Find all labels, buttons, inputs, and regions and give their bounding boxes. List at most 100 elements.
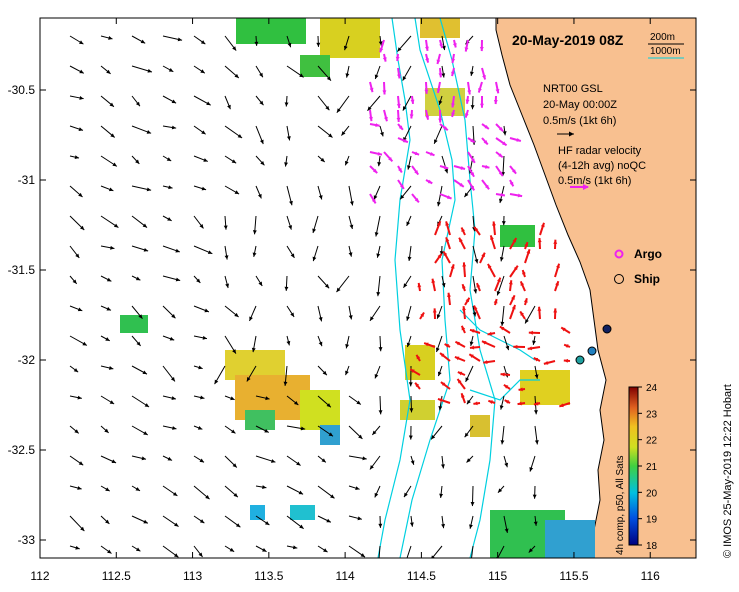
argo-arrow-head — [464, 47, 469, 52]
model-arrow-head — [533, 521, 538, 526]
model-arrow-head — [75, 545, 80, 550]
sst-patch — [500, 225, 535, 247]
model-arrow-head — [469, 71, 474, 76]
model-arrow-head — [196, 278, 201, 283]
y-tick-label: -31 — [18, 173, 36, 187]
model-arrow-head — [108, 366, 114, 370]
model-arrow-head — [436, 314, 441, 319]
argo-arrow-head — [377, 151, 383, 156]
model-arrow-head — [284, 286, 289, 291]
model-arrow-head — [534, 374, 539, 379]
model-arrow-head — [472, 312, 477, 317]
radar-arrow-head — [493, 299, 498, 304]
model-arrow-head — [135, 101, 140, 107]
x-tick-label: 114 — [336, 569, 355, 583]
radar-arrow-head — [457, 371, 463, 376]
argo-arrow-head — [443, 165, 449, 170]
argo-arrow-head — [438, 73, 443, 78]
model-arrow-head — [72, 279, 77, 284]
radar-arrow-head — [462, 284, 466, 289]
model-arrow-head — [406, 316, 410, 321]
model-arrow-head — [166, 157, 172, 161]
y-tick-label: -33 — [18, 533, 36, 547]
model-arrow-head — [290, 253, 295, 258]
model-arrow-head — [326, 76, 331, 81]
model-arrow-head — [112, 162, 117, 167]
model-arrow-head — [227, 104, 231, 110]
model-arrow-head — [232, 463, 237, 468]
argo-arrow-head — [479, 46, 484, 52]
radar-arrow-head — [523, 298, 528, 303]
radar-scale-arrowhead — [583, 184, 589, 190]
model-arrow — [471, 545, 474, 558]
argo-arrow-head — [467, 90, 472, 95]
argo-arrow-head — [369, 87, 374, 93]
model-arrow-head — [326, 403, 331, 408]
model-arrow-head — [499, 257, 504, 262]
model-arrow-head — [441, 464, 445, 469]
radar-arrow-head — [469, 354, 474, 359]
radar-arrow-head — [518, 387, 523, 392]
model-arrow-head — [198, 552, 203, 557]
argo-arrow-head — [459, 182, 464, 187]
model-arrow-head — [172, 491, 178, 496]
argo-arrow-head — [430, 151, 435, 156]
radar-arrow-head — [420, 312, 425, 317]
argo-arrow-head — [414, 197, 419, 203]
model-arrow-head — [438, 406, 443, 411]
model-arrow-head — [249, 316, 253, 321]
radar-arrow-head — [533, 357, 539, 362]
model-arrow-head — [349, 224, 354, 229]
model-arrow-head — [318, 341, 323, 347]
y-tick-label: -32 — [18, 353, 36, 367]
argo-arrow-head — [425, 58, 430, 63]
model-arrow-head — [289, 200, 293, 206]
model-arrow-head — [73, 368, 79, 373]
radar-arrow-head — [533, 401, 539, 406]
argo-arrow-head — [485, 164, 490, 169]
radar-arrow-head — [470, 329, 475, 333]
argo-arrows — [368, 39, 523, 204]
model-arrow — [406, 545, 412, 558]
model-arrow-head — [504, 462, 509, 468]
model-arrow-head — [499, 405, 504, 410]
x-tick-label: 116 — [641, 569, 660, 583]
model-arrow-head — [324, 283, 330, 289]
radar-arrow-head — [553, 239, 558, 244]
radar-arrow-head — [437, 221, 441, 226]
model-arrow-head — [78, 461, 84, 466]
model-arrow-head — [300, 426, 306, 431]
argo-arrow-head — [483, 140, 488, 145]
radar-arrow-head — [437, 398, 443, 403]
model-arrow-head — [260, 160, 265, 166]
colorbar-tick-label: 21 — [646, 462, 658, 473]
argo-arrow-head — [410, 99, 415, 104]
argo-arrow-head — [396, 117, 401, 122]
radar-arrow-head — [443, 251, 448, 256]
ship-point — [602, 324, 612, 334]
model-arrow-head — [259, 72, 263, 78]
model-arrow-head — [175, 277, 181, 282]
model-arrow-head — [79, 95, 84, 100]
radar-arrow-head — [445, 221, 450, 226]
argo-arrow-head — [493, 99, 498, 105]
model-arrow-head — [205, 495, 210, 500]
model-arrow-head — [435, 347, 440, 353]
model-arrow-head — [299, 524, 304, 529]
model-arrow-head — [259, 100, 264, 106]
argo-arrow-head — [478, 88, 482, 93]
model-arrow-head — [496, 290, 501, 296]
radar-arrow-head — [553, 308, 558, 313]
model-arrow-head — [80, 526, 85, 532]
radar-arrow-head — [513, 265, 518, 271]
model-arrow-head — [474, 258, 479, 264]
model-arrow-head — [177, 37, 183, 42]
argo-arrow-head — [436, 88, 441, 93]
model-arrow-head — [141, 456, 146, 461]
model-arrow-head — [325, 105, 330, 111]
plot-frame — [39, 17, 697, 559]
radar-arrow-head — [417, 282, 422, 288]
model-arrow-head — [345, 344, 350, 349]
radar-arrow-head — [528, 330, 533, 335]
